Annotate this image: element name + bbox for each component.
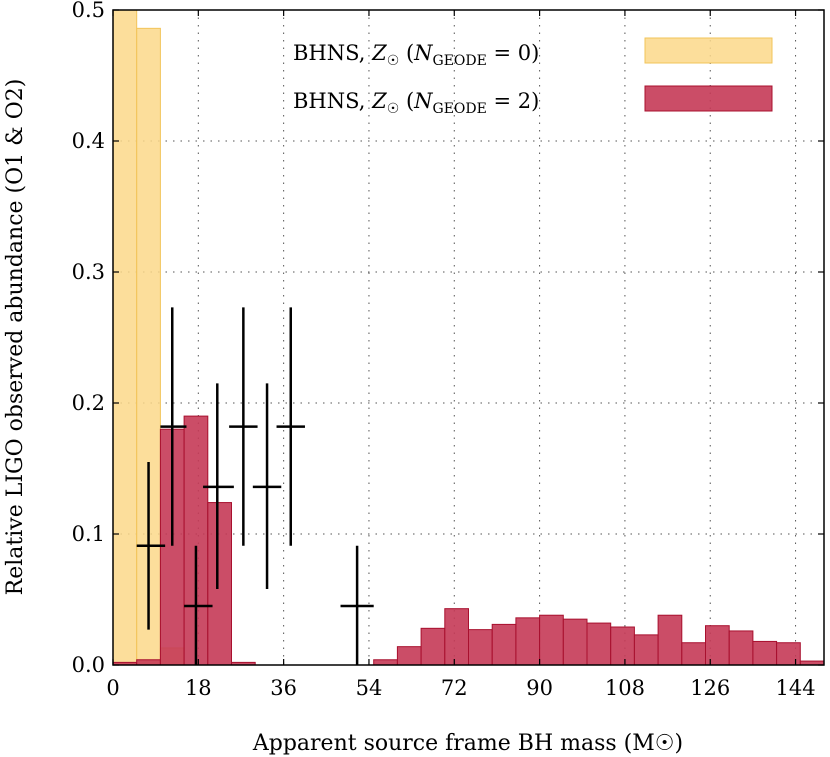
x-tick-label: 54 [356, 676, 383, 700]
x-tick-label: 144 [776, 676, 816, 700]
histogram-bar-series-2 [396, 646, 422, 665]
histogram-bar-series-2 [633, 634, 659, 665]
histogram-bar-series-2 [491, 623, 517, 665]
histogram-bar-series-2 [420, 627, 446, 665]
y-axis-label: Relative LIGO observed abundance (O1 & O… [3, 79, 28, 596]
x-tick-label: 90 [526, 676, 553, 700]
axis-ticks: 0 18 36 54 72 90 108 126 144 0.0 0.1 0.2 0.3 0.4 0.5 [72, 0, 824, 700]
y-tick-label: 0.4 [72, 129, 105, 153]
y-tick-label: 0.0 [72, 653, 105, 677]
histogram-bar-series-2 [373, 659, 398, 665]
histogram-bar-series-2 [728, 630, 754, 665]
histogram-bar-series-2 [705, 625, 730, 665]
y-tick-label: 0.2 [72, 391, 105, 415]
histogram-bar-series-2 [207, 502, 233, 665]
histogram-bar-series-2 [136, 659, 161, 665]
histogram-bar-series-2 [681, 642, 706, 665]
histogram-bar-series-1 [113, 10, 138, 665]
histogram-bar-series-2 [539, 614, 564, 665]
histogram-bar-series-2 [586, 622, 612, 665]
x-tick-label: 126 [690, 676, 730, 700]
x-tick-label: 0 [106, 676, 119, 700]
bar-layer [113, 10, 824, 665]
y-tick-label: 0.1 [72, 522, 105, 546]
x-axis-label: Apparent source frame BH mass (M☉) [252, 731, 683, 756]
histogram-bar-series-2 [610, 626, 635, 665]
histogram-bar-series-2 [444, 608, 469, 665]
legend-swatch [644, 85, 773, 112]
errorbar-layer [136, 307, 374, 665]
x-tick-label: 108 [605, 676, 645, 700]
histogram-bar-series-2 [468, 629, 493, 665]
legend-label: BHNS, Z☉ (NGEODE = 0) [293, 41, 539, 69]
plot-frame [112, 9, 825, 666]
histogram-bar-series-2 [515, 617, 541, 665]
histogram-bar-series-2 [776, 642, 801, 665]
legend-label: BHNS, Z☉ (NGEODE = 2) [293, 89, 539, 117]
grid-lines [113, 10, 824, 665]
legend-swatch [644, 37, 773, 64]
histogram-bar-series-2 [657, 614, 683, 665]
y-tick-label: 0.5 [72, 0, 105, 22]
histogram-bar-series-2 [752, 640, 778, 665]
x-tick-label: 36 [270, 676, 297, 700]
legend: BHNS, Z☉ (NGEODE = 0) BHNS, Z☉ (NGEODE = … [293, 37, 773, 117]
x-tick-label: 72 [441, 676, 468, 700]
x-tick-label: 18 [185, 676, 212, 700]
histogram-bar-series-2 [231, 661, 256, 665]
histogram-bar-series-2 [562, 618, 588, 665]
y-tick-label: 0.3 [72, 260, 105, 284]
